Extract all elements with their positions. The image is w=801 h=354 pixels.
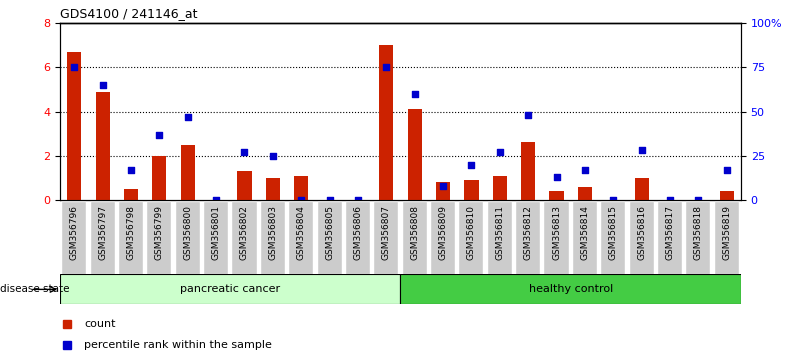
Text: GSM356806: GSM356806 (353, 205, 362, 260)
Text: GSM356814: GSM356814 (581, 205, 590, 259)
FancyBboxPatch shape (602, 201, 626, 276)
FancyBboxPatch shape (374, 201, 398, 276)
Text: GSM356815: GSM356815 (609, 205, 618, 260)
Point (295, 197, 308, 203)
Text: GSM356803: GSM356803 (268, 205, 277, 260)
Text: disease state: disease state (0, 284, 70, 295)
Text: GDS4100 / 241146_at: GDS4100 / 241146_at (60, 7, 198, 21)
FancyBboxPatch shape (91, 201, 115, 276)
FancyBboxPatch shape (204, 201, 228, 276)
Text: GSM356797: GSM356797 (99, 205, 107, 260)
Point (437, 183, 449, 189)
Point (96, 82, 109, 88)
FancyBboxPatch shape (232, 201, 256, 276)
Text: GSM356819: GSM356819 (723, 205, 731, 260)
Point (550, 174, 563, 180)
Bar (95, 92, 110, 200)
Point (578, 167, 591, 173)
Bar (408, 109, 422, 200)
Text: GSM356804: GSM356804 (296, 205, 306, 259)
Bar (266, 178, 280, 200)
FancyBboxPatch shape (62, 201, 87, 276)
Text: GSM356808: GSM356808 (410, 205, 419, 260)
Point (465, 162, 478, 167)
Text: percentile rank within the sample: percentile rank within the sample (84, 340, 272, 350)
FancyBboxPatch shape (119, 201, 143, 276)
Bar (152, 156, 167, 200)
Point (380, 64, 392, 70)
Text: GSM356812: GSM356812 (524, 205, 533, 259)
FancyBboxPatch shape (658, 201, 682, 276)
Bar (521, 142, 535, 200)
FancyBboxPatch shape (431, 201, 455, 276)
FancyBboxPatch shape (573, 201, 597, 276)
FancyBboxPatch shape (686, 201, 710, 276)
Text: healthy control: healthy control (529, 284, 613, 295)
Text: count: count (84, 319, 115, 329)
Text: GSM356810: GSM356810 (467, 205, 476, 260)
Bar (237, 171, 252, 200)
Point (238, 149, 251, 155)
Text: GSM356817: GSM356817 (666, 205, 674, 260)
FancyBboxPatch shape (488, 201, 512, 276)
Text: GSM356807: GSM356807 (382, 205, 391, 260)
Text: GSM356813: GSM356813 (552, 205, 561, 260)
Text: GSM356809: GSM356809 (439, 205, 448, 260)
Text: GSM356805: GSM356805 (325, 205, 334, 260)
Point (635, 148, 648, 153)
Text: GSM356818: GSM356818 (694, 205, 702, 260)
Text: GSM356811: GSM356811 (495, 205, 505, 260)
FancyBboxPatch shape (630, 201, 654, 276)
Bar (436, 182, 450, 200)
Point (323, 197, 336, 203)
Point (267, 153, 280, 159)
FancyBboxPatch shape (516, 201, 540, 276)
Bar (67, 52, 82, 200)
FancyBboxPatch shape (346, 201, 370, 276)
Bar (578, 187, 592, 200)
FancyBboxPatch shape (714, 201, 739, 276)
Point (210, 197, 223, 203)
FancyBboxPatch shape (400, 274, 741, 304)
Text: GSM356801: GSM356801 (211, 205, 220, 260)
Text: GSM356796: GSM356796 (70, 205, 78, 260)
FancyBboxPatch shape (317, 201, 342, 276)
FancyBboxPatch shape (289, 201, 313, 276)
Point (663, 197, 676, 203)
FancyBboxPatch shape (60, 274, 400, 304)
Bar (634, 178, 649, 200)
Bar (181, 145, 195, 200)
Point (493, 149, 506, 155)
Bar (465, 180, 478, 200)
FancyBboxPatch shape (545, 201, 569, 276)
Point (521, 112, 534, 118)
Bar (719, 191, 734, 200)
Text: pancreatic cancer: pancreatic cancer (180, 284, 280, 295)
Bar (379, 45, 393, 200)
FancyBboxPatch shape (261, 201, 285, 276)
Point (607, 197, 620, 203)
Point (352, 197, 364, 203)
Bar (124, 189, 138, 200)
Point (720, 167, 733, 173)
Point (181, 114, 194, 120)
Point (125, 167, 138, 173)
Bar (294, 176, 308, 200)
Text: GSM356816: GSM356816 (637, 205, 646, 260)
Text: GSM356802: GSM356802 (240, 205, 249, 259)
Point (692, 197, 705, 203)
Bar (549, 191, 564, 200)
Bar (493, 176, 507, 200)
FancyBboxPatch shape (147, 201, 171, 276)
FancyBboxPatch shape (175, 201, 199, 276)
Text: GSM356798: GSM356798 (127, 205, 135, 260)
Point (153, 132, 166, 137)
Point (409, 91, 421, 97)
FancyBboxPatch shape (459, 201, 484, 276)
Point (68, 64, 81, 70)
Text: GSM356799: GSM356799 (155, 205, 164, 260)
Text: GSM356800: GSM356800 (183, 205, 192, 260)
FancyBboxPatch shape (403, 201, 427, 276)
